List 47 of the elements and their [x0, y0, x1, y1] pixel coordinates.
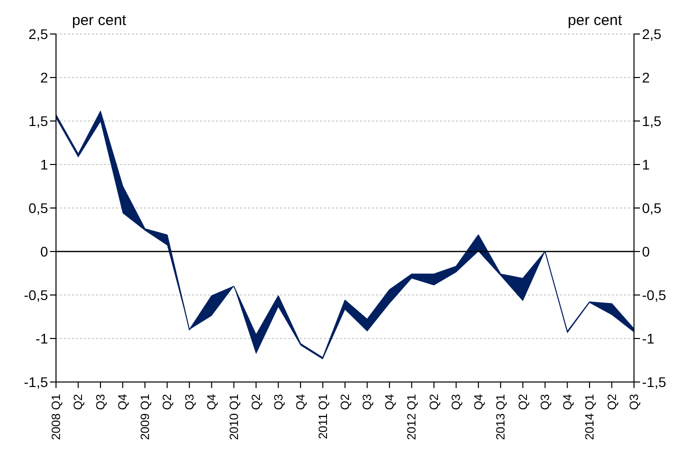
x-tick-label: 2012 Q1 [404, 394, 419, 440]
y2-tick-label: 0 [642, 243, 650, 260]
y-axis-title: per cent [72, 12, 126, 29]
x-tick-label: 2008 Q1 [49, 394, 63, 440]
x-tick-label: Q4 [204, 394, 219, 410]
x-tick-label: 2011 Q1 [316, 394, 330, 440]
x-tick-label: Q2 [516, 394, 530, 410]
x-tick-label: Q3 [449, 394, 464, 410]
x-tick-label: Q2 [338, 394, 352, 410]
x-tick-label: Q3 [538, 394, 552, 410]
x-tick-label: Q3 [271, 394, 286, 410]
x-tick-label: Q4 [294, 394, 308, 410]
y-tick-label: -0,5 [24, 286, 48, 303]
y2-tick-label: -1,5 [642, 374, 666, 390]
y-tick-label: 2,5 [28, 26, 48, 42]
y2-tick-label: 2 [642, 69, 650, 86]
x-tick-label: Q2 [426, 394, 441, 410]
y2-tick-label: -0,5 [642, 286, 666, 303]
y2-tick-label: -1 [642, 330, 655, 346]
y-tick-label: 1,5 [28, 112, 48, 129]
x-tick-label: 2014 Q1 [582, 394, 597, 440]
y-tick-label: 0 [40, 243, 48, 260]
x-tick-label: Q4 [382, 394, 396, 410]
x-tick-label: 2013 Q1 [494, 394, 508, 440]
y2-tick-label: 1,5 [642, 112, 662, 129]
x-tick-label: Q3 [627, 394, 641, 410]
y2-tick-label: 1 [642, 156, 650, 172]
x-tick-label: 2009 Q1 [138, 394, 152, 440]
x-tick-label: Q2 [160, 394, 174, 410]
y-tick-label: 1 [40, 156, 48, 172]
x-tick-label: Q2 [71, 394, 86, 410]
y2-tick-label: 0,5 [642, 200, 662, 216]
x-tick-label: 2010 Q1 [226, 394, 241, 440]
x-tick-label: Q4 [471, 394, 486, 410]
x-tick-label: Q3 [93, 394, 108, 410]
x-tick-label: Q4 [560, 394, 574, 410]
x-tick-label: Q2 [249, 394, 264, 410]
x-tick-label: Q4 [116, 394, 130, 410]
y2-axis-title: per cent [568, 12, 622, 29]
y-tick-label: -1 [36, 330, 48, 346]
x-tick-label: Q3 [182, 394, 196, 410]
x-tick-label: Q3 [360, 394, 374, 410]
y-tick-label: 0,5 [28, 200, 48, 216]
y-tick-label: -1,5 [24, 374, 48, 390]
y2-tick-label: 2,5 [642, 26, 662, 42]
x-tick-label: Q2 [604, 394, 619, 410]
y-tick-label: 2 [40, 69, 48, 86]
